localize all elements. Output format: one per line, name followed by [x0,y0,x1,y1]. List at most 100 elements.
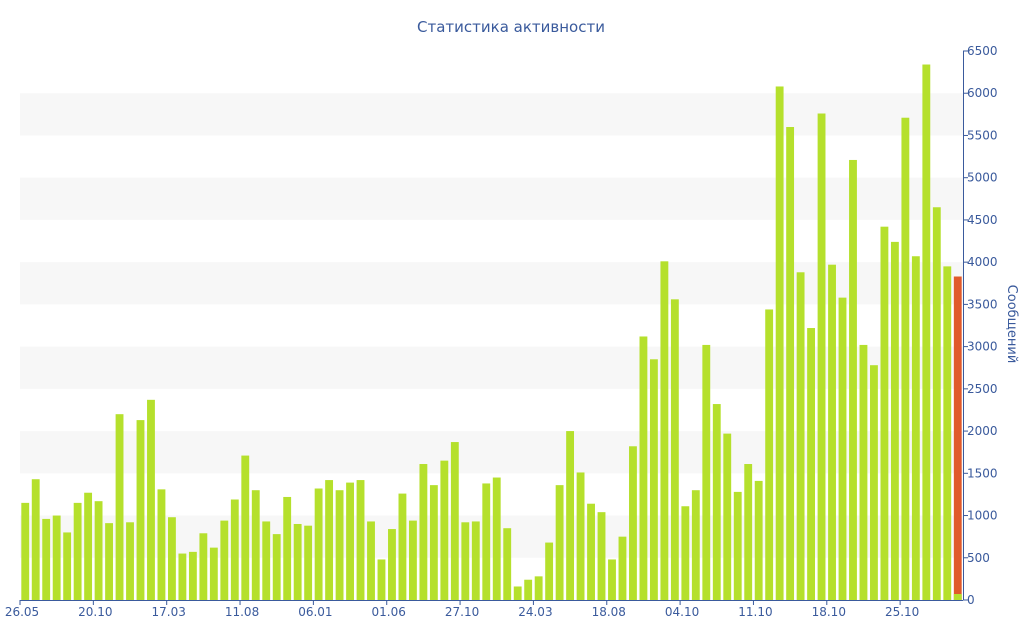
bar[interactable] [293,523,302,600]
bar[interactable] [346,482,354,600]
y-tick-label: 500 [967,551,990,565]
bar-current[interactable] [953,276,962,600]
bar[interactable] [241,455,250,600]
bar[interactable] [796,272,805,600]
bar[interactable] [911,256,920,600]
bar[interactable] [828,264,836,600]
bar[interactable] [733,491,742,600]
bar[interactable] [52,515,61,600]
bar[interactable] [419,464,428,600]
bar[interactable] [283,496,292,600]
bar[interactable] [723,433,732,600]
bar[interactable] [849,159,857,600]
bar[interactable] [670,299,679,600]
bar[interactable] [450,442,459,600]
bar[interactable] [21,502,30,600]
bar[interactable] [943,266,952,600]
bar[interactable] [408,520,417,600]
bar[interactable] [890,241,899,601]
bar[interactable] [859,344,868,600]
bar[interactable] [42,518,51,600]
bar[interactable] [545,542,554,600]
bar[interactable] [199,533,208,600]
bar[interactable] [105,523,113,600]
bar[interactable] [367,521,375,600]
bar[interactable] [629,446,637,600]
bar[interactable] [660,261,669,600]
bar[interactable] [304,525,313,600]
bar[interactable] [765,309,774,600]
bar[interactable] [84,492,93,600]
bar[interactable] [587,503,595,600]
x-tick-label: 24.03 [518,605,552,619]
x-tick-label: 20.10 [78,605,112,619]
bar[interactable] [471,521,480,600]
bar[interactable] [482,483,491,600]
bar[interactable] [94,501,103,600]
bar[interactable] [251,490,260,600]
bars-group [21,64,962,601]
bar[interactable] [922,64,931,600]
bar[interactable] [262,521,271,600]
bar[interactable] [73,502,82,600]
bar[interactable] [63,532,72,600]
bar[interactable] [136,420,145,600]
bar[interactable] [388,529,396,600]
bar[interactable] [649,359,658,600]
bar[interactable] [775,86,784,600]
bar[interactable] [272,534,281,600]
bar[interactable] [335,490,344,600]
bar[interactable] [513,586,522,600]
bar[interactable] [157,489,166,600]
bar[interactable] [356,480,365,600]
bar[interactable] [566,431,575,600]
y-tick-label: 6500 [967,44,998,58]
grid-band [20,346,963,389]
bar[interactable] [807,328,816,600]
x-tick-label: 11.08 [225,605,259,619]
bar[interactable] [932,207,941,600]
bar[interactable] [429,485,438,600]
bar[interactable] [744,464,753,600]
bar[interactable] [880,226,889,600]
bar[interactable] [576,472,585,600]
bar[interactable] [461,522,470,600]
bar[interactable] [377,559,386,600]
bar[interactable] [681,506,690,600]
bar[interactable] [492,477,501,600]
bar[interactable] [126,522,134,600]
bar[interactable] [115,414,124,600]
bar[interactable] [555,485,564,600]
bar[interactable] [817,113,826,601]
bar[interactable] [188,551,197,600]
bar[interactable] [220,520,229,600]
bar[interactable] [870,365,878,600]
bar[interactable] [147,399,155,600]
bar[interactable] [534,576,543,600]
bar[interactable] [503,528,512,600]
bar[interactable] [597,512,606,600]
bar[interactable] [230,499,239,600]
grid-band [20,177,963,220]
bar[interactable] [209,547,218,600]
bar[interactable] [325,480,334,600]
bar[interactable] [838,297,847,600]
bar[interactable] [901,117,910,601]
bar[interactable] [639,336,648,600]
bar[interactable] [398,493,407,600]
bar[interactable] [712,404,721,600]
bar[interactable] [31,479,40,600]
bar[interactable] [178,553,187,600]
bar[interactable] [440,460,449,600]
bar[interactable] [754,480,763,600]
bar[interactable] [691,490,700,600]
x-axis-ticks: 26.05 20.10 17.03 11.08 06.01 01.06 27.10 24.03… [5,600,919,619]
bar[interactable] [618,536,627,600]
bar[interactable] [314,488,323,600]
bar[interactable] [702,344,711,600]
bar[interactable] [786,127,795,600]
bar[interactable] [167,517,176,600]
bar[interactable] [608,559,616,600]
bar[interactable] [524,579,533,600]
x-tick-label: 11.10 [738,605,772,619]
